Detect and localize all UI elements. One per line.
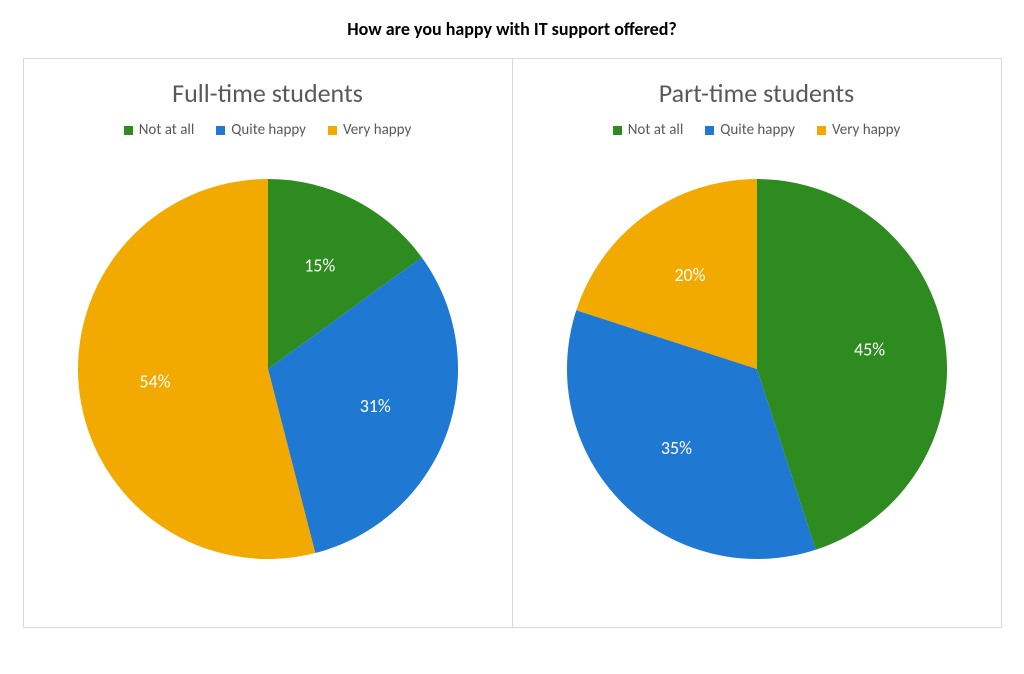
legend: Not at all Quite happy Very happy	[24, 121, 512, 139]
chart-panels: Full-time students Not at all Quite happ…	[0, 58, 1024, 628]
legend-label: Quite happy	[720, 121, 795, 139]
slice-label-quite-happy: 35%	[660, 437, 691, 459]
legend-label: Very happy	[343, 121, 411, 139]
pie-container: 15% 31% 54%	[24, 159, 512, 579]
page-title: How are you happy with IT support offere…	[0, 18, 1024, 40]
legend-marker	[124, 126, 133, 135]
legend-marker	[705, 126, 714, 135]
legend-label: Quite happy	[231, 121, 306, 139]
pie-group: 15% 31% 54%	[78, 179, 458, 559]
legend: Not at all Quite happy Very happy	[513, 121, 1001, 139]
legend-item-very-happy: Very happy	[328, 121, 411, 139]
slice-label-very-happy: 54%	[139, 371, 170, 393]
slice-label-quite-happy: 31%	[359, 395, 390, 417]
slice-label-very-happy: 20%	[674, 264, 705, 286]
legend-item-very-happy: Very happy	[817, 121, 900, 139]
legend-marker	[216, 126, 225, 135]
chart-panel-parttime: Part-time students Not at all Quite happ…	[512, 58, 1002, 628]
legend-item-not-at-all: Not at all	[613, 121, 684, 139]
chart-panel-fulltime: Full-time students Not at all Quite happ…	[23, 58, 513, 628]
pie-container: 45% 35% 20%	[513, 159, 1001, 579]
legend-item-quite-happy: Quite happy	[216, 121, 306, 139]
legend-marker	[328, 126, 337, 135]
pie-group: 45% 35% 20%	[566, 179, 946, 559]
panel-title: Part-time students	[513, 77, 1001, 109]
legend-label: Not at all	[139, 121, 195, 139]
legend-marker	[817, 126, 826, 135]
pie-chart: 45% 35% 20%	[547, 159, 967, 579]
slice-label-not-at-all: 45%	[854, 338, 885, 360]
legend-label: Very happy	[832, 121, 900, 139]
legend-item-not-at-all: Not at all	[124, 121, 195, 139]
panel-title: Full-time students	[24, 77, 512, 109]
legend-label: Not at all	[628, 121, 684, 139]
legend-marker	[613, 126, 622, 135]
legend-item-quite-happy: Quite happy	[705, 121, 795, 139]
pie-chart: 15% 31% 54%	[58, 159, 478, 579]
slice-label-not-at-all: 15%	[304, 255, 335, 277]
